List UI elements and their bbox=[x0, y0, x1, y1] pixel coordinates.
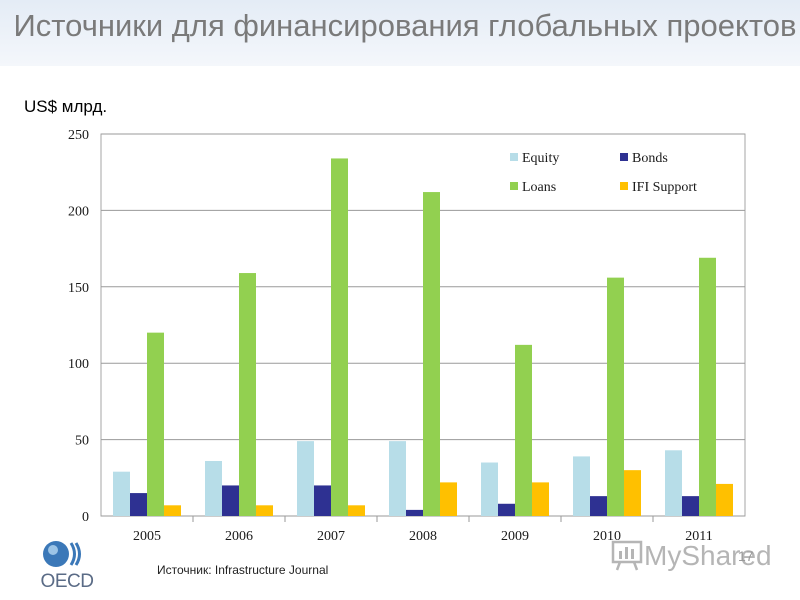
bar-loans bbox=[239, 273, 256, 516]
bar-equity bbox=[389, 441, 406, 516]
bar-ifi-support bbox=[440, 482, 457, 516]
slide-title: Источники для финансирования глобальных … bbox=[13, 8, 797, 43]
legend-swatch bbox=[620, 153, 628, 161]
bar-equity bbox=[205, 460, 222, 516]
y-tick-label: 250 bbox=[68, 128, 89, 143]
bar-loans bbox=[515, 344, 532, 516]
unit-label: US$ млрд. bbox=[24, 97, 108, 116]
y-tick-label: 200 bbox=[68, 204, 89, 219]
bar-loans bbox=[423, 192, 440, 516]
x-tick-label: 2007 bbox=[317, 529, 345, 544]
oecd-globe-icon bbox=[43, 541, 81, 567]
oecd-logo-text: OECD bbox=[40, 571, 94, 592]
x-tick-label: 2006 bbox=[225, 529, 253, 544]
bar-ifi-support bbox=[256, 505, 273, 516]
watermark: MyShared bbox=[610, 538, 772, 574]
x-tick-label: 2011 bbox=[685, 529, 712, 544]
x-tick-label: 2009 bbox=[501, 529, 529, 544]
bar-bonds bbox=[130, 493, 147, 516]
x-tick-label: 2008 bbox=[409, 529, 437, 544]
bar-loans bbox=[147, 332, 164, 516]
bar-equity bbox=[573, 456, 590, 516]
legend-swatch bbox=[620, 182, 628, 190]
x-tick-label: 2005 bbox=[133, 529, 161, 544]
watermark-text: MyShared bbox=[644, 540, 772, 571]
bar-equity bbox=[665, 450, 682, 516]
y-tick-label: 150 bbox=[68, 281, 89, 296]
bar-ifi-support bbox=[532, 482, 549, 516]
bar-equity bbox=[297, 441, 314, 516]
bar-loans bbox=[699, 257, 716, 516]
bar-bonds bbox=[406, 509, 423, 516]
bar-loans bbox=[607, 277, 624, 516]
bar-equity bbox=[481, 462, 498, 516]
page-number: 17 bbox=[738, 548, 754, 564]
bar-ifi-support bbox=[164, 505, 181, 516]
legend-swatch bbox=[510, 153, 518, 161]
bar-ifi-support bbox=[716, 483, 733, 516]
presentation-icon bbox=[611, 540, 643, 571]
legend-swatch bbox=[510, 182, 518, 190]
source-note: Источник: Infrastructure Journal bbox=[157, 563, 329, 577]
y-tick-label: 0 bbox=[82, 510, 89, 525]
bar-bonds bbox=[314, 485, 331, 516]
legend-label: Equity bbox=[522, 151, 559, 166]
y-tick-label: 50 bbox=[75, 434, 89, 449]
bar-equity bbox=[113, 471, 130, 516]
bar-loans bbox=[331, 158, 348, 516]
legend-label: IFI Support bbox=[632, 180, 697, 195]
bar-bonds bbox=[590, 496, 607, 516]
bar-bonds bbox=[222, 485, 239, 516]
bar-bonds bbox=[498, 503, 515, 516]
y-tick-label: 100 bbox=[68, 357, 89, 372]
bar-bonds bbox=[682, 496, 699, 516]
legend-label: Loans bbox=[522, 180, 556, 195]
bar-ifi-support bbox=[624, 470, 641, 516]
legend-label: Bonds bbox=[632, 151, 668, 166]
x-tick-label: 2010 bbox=[593, 529, 621, 544]
title-band bbox=[0, 0, 800, 66]
bar-ifi-support bbox=[348, 505, 365, 516]
